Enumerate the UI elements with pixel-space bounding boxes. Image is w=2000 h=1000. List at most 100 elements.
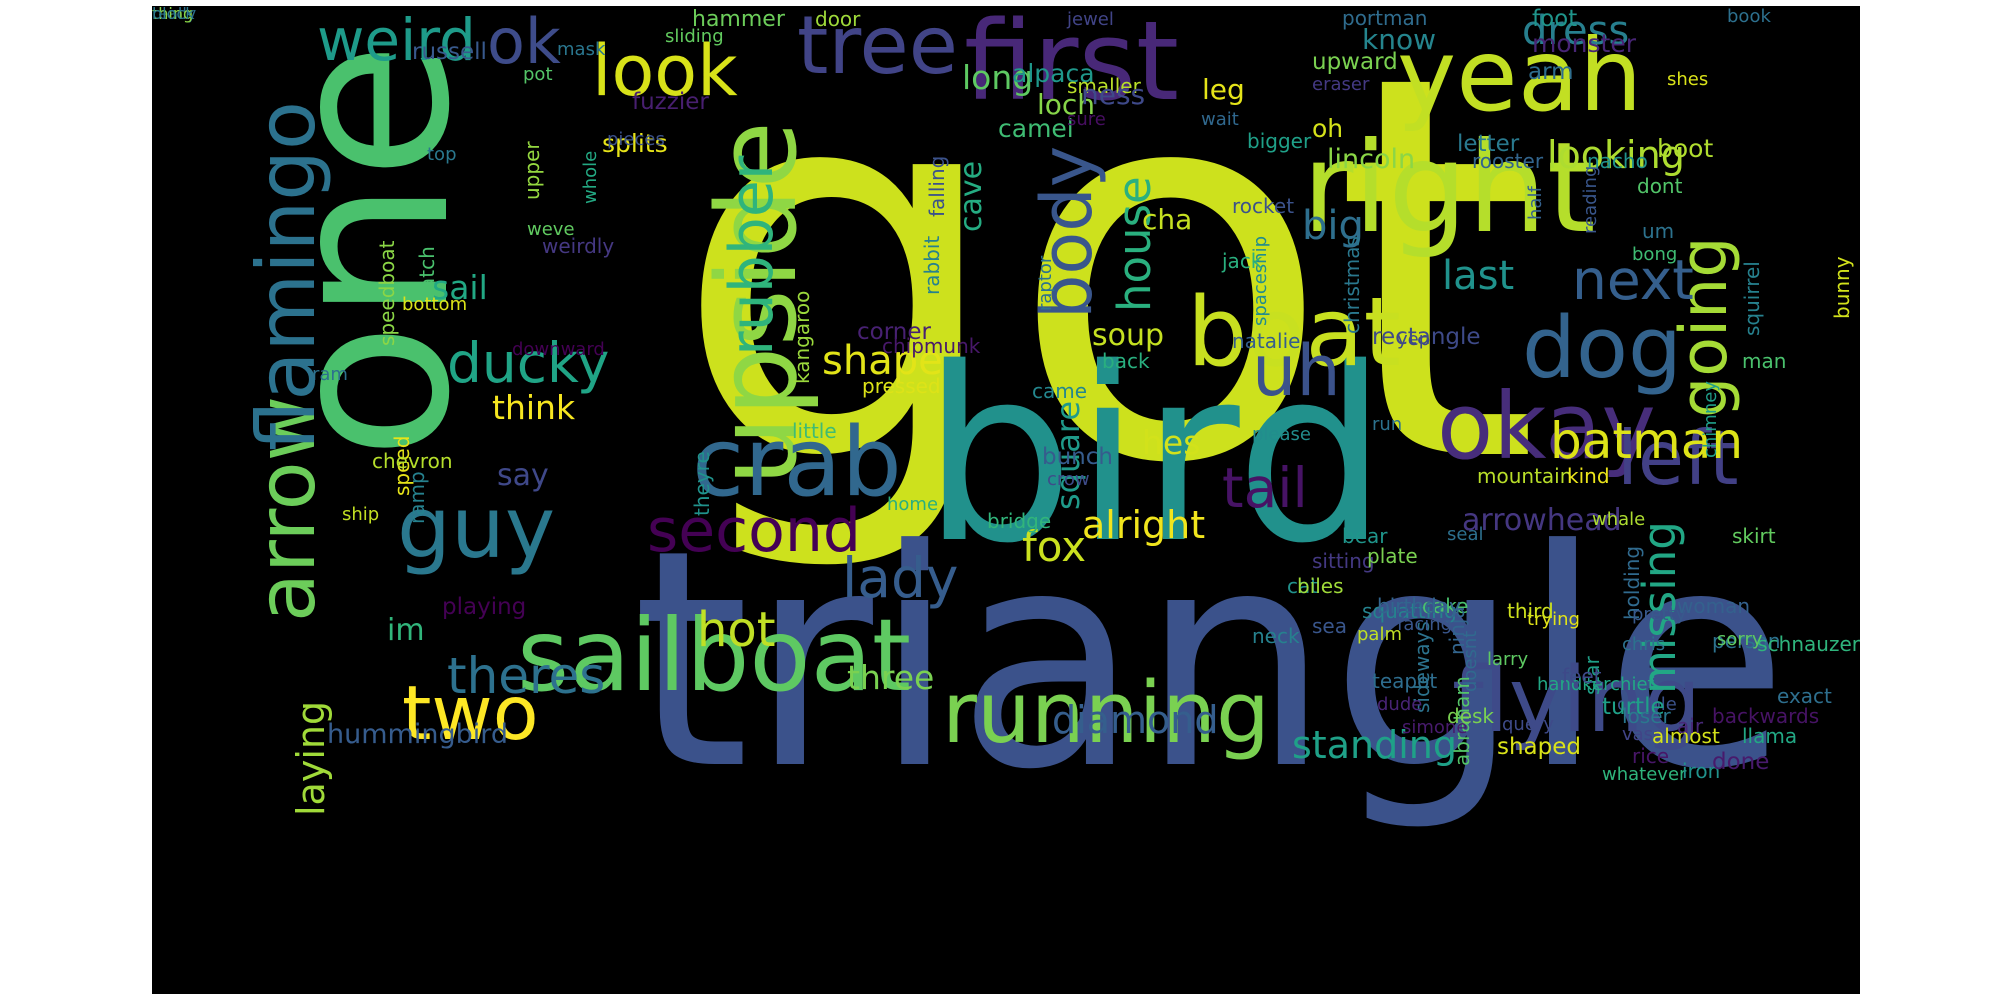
- cloud-word: vase: [1622, 724, 1665, 745]
- cloud-word: monster: [1532, 29, 1636, 58]
- cloud-word: boot: [1657, 134, 1714, 163]
- cloud-word: sitting: [1312, 549, 1375, 573]
- cloud-word: wait: [1201, 109, 1239, 130]
- cloud-word: boat: [1187, 278, 1401, 388]
- cloud-word: bird: [922, 316, 1388, 596]
- cloud-word: dude: [1377, 694, 1423, 715]
- cloud-word: corner: [857, 319, 931, 345]
- cloud-word: weird: [317, 6, 476, 74]
- cloud-word: yeah: [1397, 17, 1643, 134]
- cloud-word: cave: [954, 160, 989, 232]
- cloud-word: ok: [487, 6, 561, 78]
- cloud-word: cha: [1142, 203, 1193, 236]
- cloud-word: back: [1102, 349, 1150, 373]
- cloud-word: russell: [412, 39, 487, 65]
- cloud-word: block: [152, 6, 195, 23]
- cloud-word: standing: [1292, 723, 1457, 767]
- cloud-word: chevron: [372, 449, 453, 473]
- cloud-word: person: [1712, 629, 1781, 653]
- cloud-word: seal: [1447, 524, 1484, 545]
- cloud-word: batman: [1550, 412, 1744, 470]
- cloud-word: house: [1108, 176, 1161, 312]
- cloud-word: sea: [1312, 614, 1347, 638]
- cloud-word: arm: [1528, 59, 1574, 85]
- cloud-word: shape: [822, 338, 943, 384]
- cloud-word: fox: [1022, 522, 1087, 571]
- cloud-word: turtle: [1602, 694, 1665, 720]
- cloud-word: whole: [580, 150, 601, 204]
- cloud-word: two: [402, 669, 539, 757]
- cloud-word: leg: [1202, 73, 1245, 106]
- cloud-word: laying: [289, 700, 333, 816]
- cloud-word: ramp: [405, 471, 429, 524]
- cloud-word: home: [887, 494, 939, 515]
- cloud-word: smaller: [1067, 74, 1141, 98]
- cloud-word: reading: [1580, 165, 1601, 234]
- cloud-word: ship: [342, 504, 380, 525]
- cloud-word: big: [1302, 203, 1364, 249]
- cloud-word: exact: [1777, 684, 1832, 708]
- cloud-word: sorry: [1717, 629, 1763, 650]
- cloud-word: last: [1442, 253, 1515, 299]
- cloud-word: palm: [1357, 624, 1402, 645]
- cloud-word: sure: [1067, 109, 1106, 130]
- cloud-word: loser: [1622, 704, 1671, 728]
- cloud-word: bear: [1342, 524, 1388, 548]
- cloud-word: dog: [1522, 299, 1682, 398]
- cloud-word: larry: [1487, 649, 1529, 670]
- cloud-word: crow: [1047, 469, 1090, 490]
- cloud-word: right: [1302, 116, 1596, 261]
- cloud-word: crab: [692, 408, 902, 518]
- cloud-word: okay: [1437, 373, 1656, 480]
- cloud-word: think: [492, 388, 576, 427]
- cloud-word: natalie: [1232, 329, 1301, 353]
- cloud-word: splits: [602, 129, 668, 158]
- cloud-word: hes: [1142, 423, 1201, 462]
- cloud-word: whale: [1592, 509, 1646, 530]
- cloud-word: biles: [1297, 574, 1344, 598]
- cloud-word: arrowhead: [1462, 503, 1622, 538]
- cloud-word: tail: [1222, 456, 1308, 520]
- cloud-word: hot: [697, 602, 776, 658]
- cloud-word: hammer: [692, 7, 785, 32]
- cloud-word: cat: [1287, 574, 1319, 598]
- cloud-word: top: [427, 144, 457, 165]
- cloud-word: second: [647, 496, 861, 566]
- cloud-word: look: [592, 30, 738, 112]
- cloud-word: next: [1572, 248, 1694, 312]
- cloud-word: loch: [1037, 88, 1096, 121]
- word-cloud: got triangle bird one first yeah right upside sa…: [152, 6, 1860, 994]
- cloud-word: trying: [1527, 609, 1580, 630]
- cloud-word: oh: [1312, 114, 1344, 143]
- cloud-word: looking: [1547, 133, 1685, 177]
- cloud-word: eraser: [1312, 74, 1370, 95]
- cloud-word: foot: [1532, 6, 1578, 32]
- cloud-word: running: [942, 664, 1271, 763]
- cloud-word: weirdly: [542, 234, 615, 258]
- cloud-word: christmas: [1340, 236, 1364, 334]
- cloud-word: pot: [523, 64, 553, 85]
- cloud-word: rubber: [717, 155, 787, 356]
- cloud-word: handkerchief: [1537, 674, 1654, 695]
- cloud-word: upper: [520, 141, 544, 200]
- cloud-word: chimney: [1700, 381, 1721, 458]
- cloud-word: little: [792, 419, 837, 443]
- cloud-word: theyre: [690, 451, 714, 516]
- cloud-word: lincoln: [1327, 144, 1416, 175]
- cloud-word: really: [152, 6, 197, 23]
- cloud-word: rabbit: [920, 235, 944, 295]
- cloud-word: came: [1032, 379, 1088, 403]
- cloud-word: simone: [1402, 717, 1468, 738]
- cloud-word: guy: [397, 479, 556, 578]
- cloud-word: neck: [1252, 624, 1300, 648]
- cloud-word: shes: [1667, 69, 1709, 90]
- cloud-word: triangle: [632, 486, 1789, 835]
- cloud-word: pressed: [862, 374, 941, 398]
- cloud-word: shaped: [1497, 734, 1582, 760]
- cloud-word: yep: [1397, 329, 1431, 350]
- cloud-word: squatting: [1362, 599, 1457, 623]
- cloud-word: rice: [1632, 744, 1670, 768]
- cloud-word: raptor: [1035, 255, 1056, 311]
- cloud-word: mountain: [1477, 464, 1573, 488]
- cloud-word: schnauzer: [1757, 632, 1860, 656]
